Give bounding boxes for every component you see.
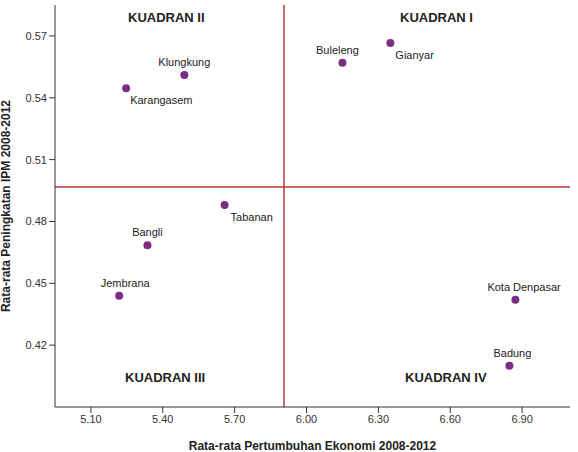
svg-text:0.48: 0.48 [26, 215, 47, 227]
svg-text:Rata-rata Peningkatan IPM 2008: Rata-rata Peningkatan IPM 2008-2012 [0, 100, 13, 312]
svg-text:0.57: 0.57 [26, 30, 47, 42]
svg-text:0.45: 0.45 [26, 277, 47, 289]
svg-text:Kota Denpasar: Kota Denpasar [487, 281, 561, 293]
html-text:KUADRAN III: KUADRAN III [125, 370, 206, 385]
svg-text:Tabanan: Tabanan [231, 211, 273, 223]
svg-text:0.54: 0.54 [26, 92, 47, 104]
svg-text:Klungkung: Klungkung [158, 56, 210, 68]
svg-text:0.42: 0.42 [26, 339, 47, 351]
html-text:KUADRAN I: KUADRAN I [400, 10, 473, 25]
svg-text:Gianyar: Gianyar [395, 49, 434, 61]
svg-text:6.30: 6.30 [368, 413, 389, 425]
svg-text:Rata-rata Pertumbuhan Ekonomi: Rata-rata Pertumbuhan Ekonomi 2008-2012 [189, 439, 437, 452]
svg-text:6.60: 6.60 [440, 413, 461, 425]
svg-text:5.70: 5.70 [224, 413, 245, 425]
html-text:KUADRAN II: KUADRAN II [128, 10, 205, 25]
svg-text:Bangli: Bangli [132, 226, 163, 238]
html-text:KUADRAN IV: KUADRAN IV [405, 370, 487, 385]
svg-text:Buleleng: Buleleng [316, 44, 359, 56]
svg-text:Karangasem: Karangasem [130, 94, 192, 106]
svg-text:5.40: 5.40 [152, 413, 173, 425]
svg-text:Badung: Badung [493, 347, 531, 359]
svg-text:6.00: 6.00 [296, 413, 317, 425]
svg-text:0.51: 0.51 [26, 154, 47, 166]
svg-text:Jembrana: Jembrana [101, 277, 151, 289]
svg-text:6.90: 6.90 [511, 413, 532, 425]
svg-text:5.10: 5.10 [80, 413, 101, 425]
